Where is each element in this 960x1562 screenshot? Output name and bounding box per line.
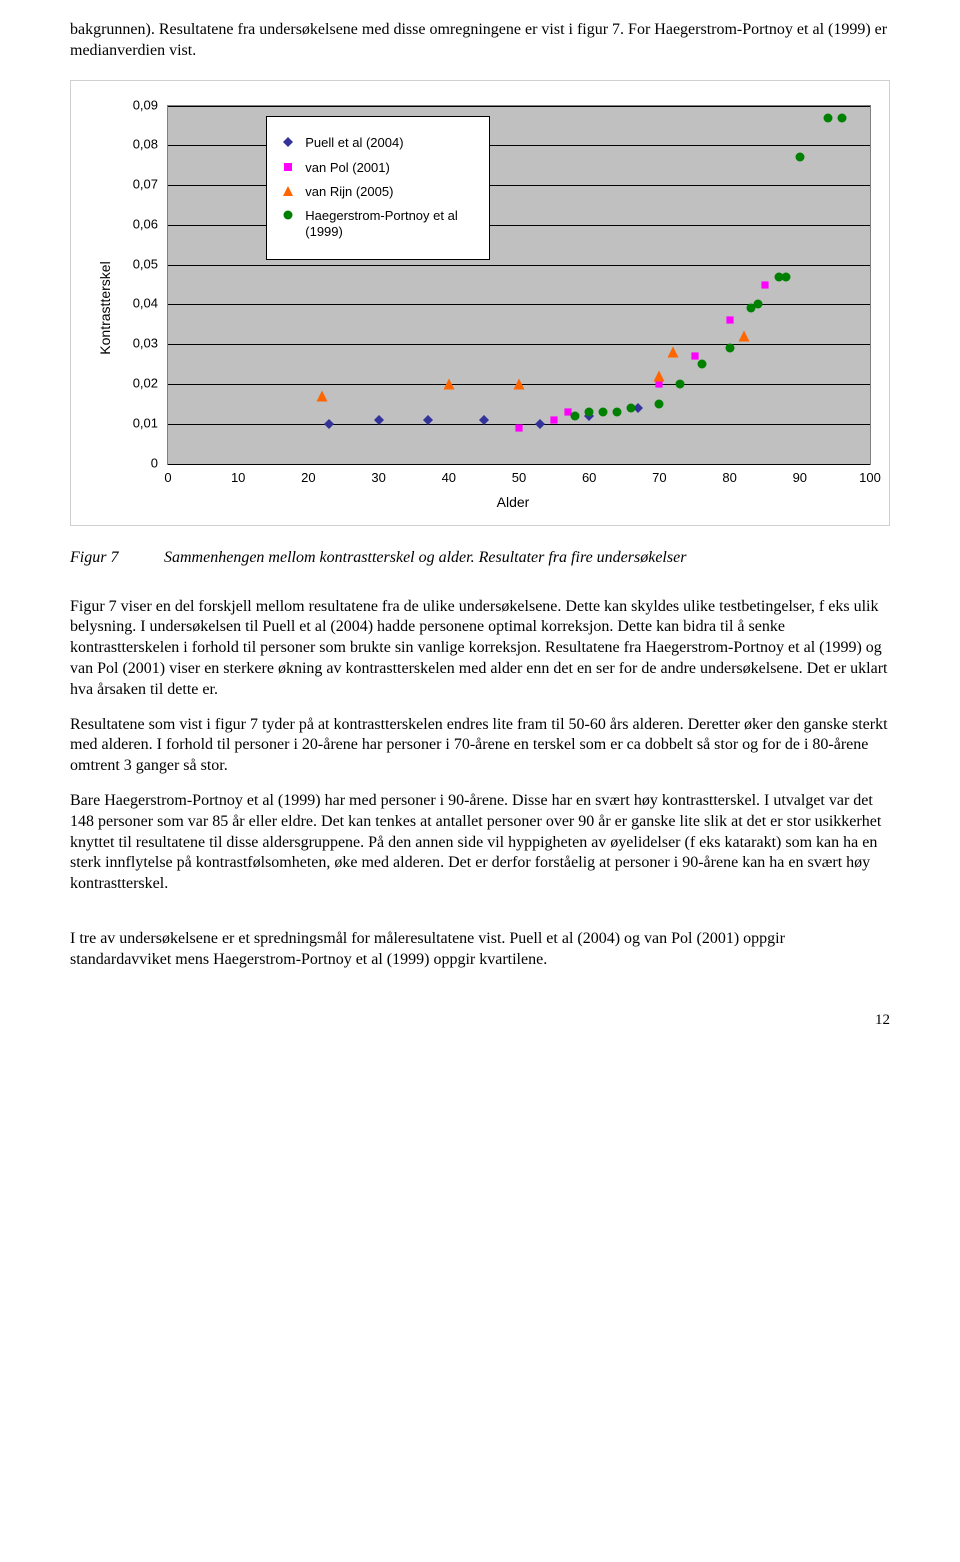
data-point xyxy=(795,152,805,162)
legend-label: van Rijn (2005) xyxy=(305,184,393,200)
y-tick-label: 0,03 xyxy=(133,336,168,353)
x-tick-label: 50 xyxy=(512,464,526,487)
y-tick-label: 0,05 xyxy=(133,256,168,273)
x-tick-label: 60 xyxy=(582,464,596,487)
data-point xyxy=(570,411,580,421)
circle-icon xyxy=(281,208,295,222)
legend-label: Puell et al (2004) xyxy=(305,135,403,151)
data-point xyxy=(823,113,833,123)
data-point xyxy=(837,113,847,123)
page-number: 12 xyxy=(70,1011,890,1031)
data-point xyxy=(443,379,454,390)
legend-item: van Rijn (2005) xyxy=(281,184,475,200)
x-tick-label: 100 xyxy=(859,464,881,487)
figure-label: Figur 7 xyxy=(70,548,164,569)
x-tick-label: 90 xyxy=(793,464,807,487)
x-tick-label: 40 xyxy=(442,464,456,487)
data-point xyxy=(753,299,763,309)
y-tick-label: 0,04 xyxy=(133,296,168,313)
x-tick-label: 10 xyxy=(231,464,245,487)
data-point xyxy=(584,407,594,417)
gridline xyxy=(168,106,870,107)
legend-item: van Pol (2001) xyxy=(281,160,475,176)
data-point xyxy=(479,415,489,425)
x-tick-label: 20 xyxy=(301,464,315,487)
body-paragraph: Figur 7 viser en del forskjell mellom re… xyxy=(70,597,890,701)
gridline xyxy=(168,344,870,345)
body-paragraphs: Figur 7 viser en del forskjell mellom re… xyxy=(70,597,890,971)
legend-item: Puell et al (2004) xyxy=(281,135,475,151)
y-tick-label: 0,09 xyxy=(133,97,168,114)
triangle-icon xyxy=(281,184,295,198)
y-tick-label: 0,06 xyxy=(133,216,168,233)
x-tick-label: 70 xyxy=(652,464,666,487)
data-point xyxy=(317,390,328,401)
x-axis-label: Alder xyxy=(167,493,859,511)
data-point xyxy=(760,280,769,289)
data-point xyxy=(668,347,679,358)
data-point xyxy=(725,316,734,325)
y-tick-label: 0,01 xyxy=(133,415,168,432)
legend-item: Haegerstrom-Portnoy et al (1999) xyxy=(281,208,475,241)
diamond-icon xyxy=(281,135,295,149)
body-paragraph: Bare Haegerstrom-Portnoy et al (1999) ha… xyxy=(70,791,890,895)
data-point xyxy=(675,379,685,389)
data-point xyxy=(535,419,545,429)
x-tick-label: 80 xyxy=(722,464,736,487)
x-tick-label: 30 xyxy=(371,464,385,487)
data-point xyxy=(423,415,433,425)
y-tick-label: 0,08 xyxy=(133,137,168,154)
body-paragraph: I tre av undersøkelsene er et sprednings… xyxy=(70,929,890,971)
data-point xyxy=(324,419,334,429)
data-point xyxy=(374,415,384,425)
plot-area: 00,010,020,030,040,050,060,070,080,09010… xyxy=(167,105,871,465)
data-point xyxy=(654,371,665,382)
data-point xyxy=(514,379,525,390)
data-point xyxy=(550,415,559,424)
body-paragraph: Resultatene som vist i figur 7 tyder på … xyxy=(70,715,890,777)
figure-caption-text: Sammenhengen mellom kontrastterskel og a… xyxy=(164,548,686,569)
square-icon xyxy=(281,160,295,174)
data-point xyxy=(697,359,707,369)
data-point xyxy=(738,331,749,342)
data-point xyxy=(626,403,636,413)
data-point xyxy=(515,423,524,432)
data-point xyxy=(612,407,622,417)
data-point xyxy=(598,407,608,417)
gridline xyxy=(168,265,870,266)
figure-7-chart: Kontrastterskel 00,010,020,030,040,050,0… xyxy=(70,80,890,526)
gridline xyxy=(168,304,870,305)
legend-label: van Pol (2001) xyxy=(305,160,390,176)
data-point xyxy=(781,272,791,282)
data-point xyxy=(725,343,735,353)
legend-label: Haegerstrom-Portnoy et al (1999) xyxy=(305,208,475,241)
y-tick-label: 0,07 xyxy=(133,177,168,194)
legend: Puell et al (2004) van Pol (2001) van Rijn… xyxy=(266,116,490,259)
x-tick-label: 0 xyxy=(164,464,171,487)
y-tick-label: 0,02 xyxy=(133,376,168,393)
intro-paragraph: bakgrunnen). Resultatene fra undersøkels… xyxy=(70,20,890,62)
y-axis-label: Kontrastterskel xyxy=(96,261,114,354)
figure-caption: Figur 7 Sammenhengen mellom kontrastters… xyxy=(70,548,890,569)
data-point xyxy=(654,399,664,409)
